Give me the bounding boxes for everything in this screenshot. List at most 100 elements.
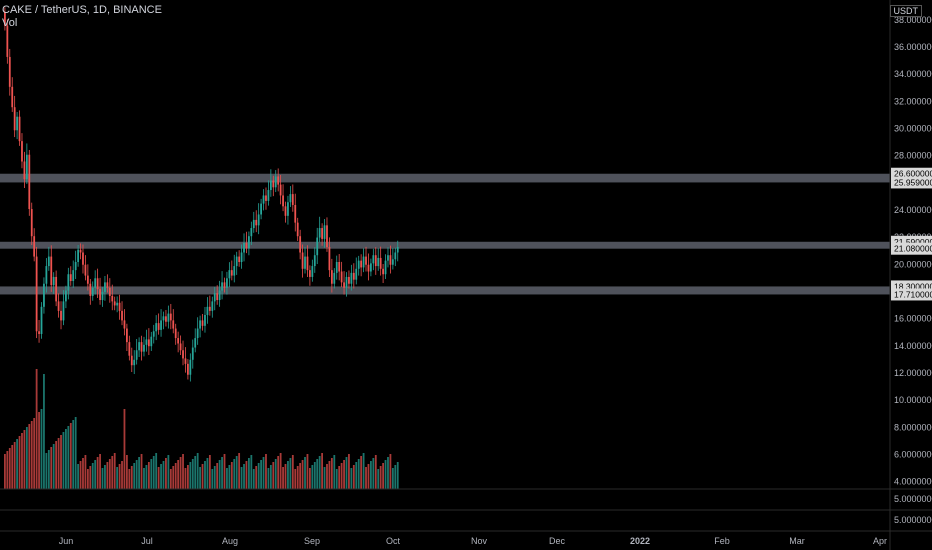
volume-bar: [248, 458, 250, 489]
volume-bar: [84, 455, 87, 489]
x-tick-label: Oct: [386, 536, 401, 546]
y-tick-label: 12.00000000: [894, 368, 932, 378]
volume-bar: [182, 454, 184, 489]
volume-bar: [279, 453, 282, 489]
volume-bar: [128, 469, 131, 489]
candle-body: [108, 287, 111, 296]
candle-body: [255, 219, 258, 226]
candle-body: [228, 270, 231, 279]
candle-body: [138, 342, 140, 351]
y-tick-label: 28.00000000: [894, 151, 932, 161]
candle-body: [199, 320, 201, 329]
x-tick-label: Jul: [141, 536, 153, 546]
candle-body: [25, 154, 28, 180]
volume-bar: [172, 466, 175, 489]
y-tick-label: 6.00000000: [894, 449, 932, 459]
candle-body: [267, 190, 270, 201]
candle-body: [45, 266, 48, 284]
volume-bar: [65, 429, 67, 489]
volume-bar: [396, 462, 399, 489]
candle-body: [321, 228, 323, 239]
candle-body: [187, 363, 189, 375]
candle-body: [248, 236, 250, 249]
candle-body: [391, 259, 394, 265]
volume-bar: [216, 463, 219, 489]
candle-body: [318, 228, 321, 238]
candle-body: [350, 272, 353, 284]
volume-bar: [345, 457, 348, 489]
x-tick-label: Aug: [222, 536, 238, 546]
currency-badge[interactable]: USDT: [889, 5, 922, 17]
volume-bar: [257, 463, 260, 489]
volume-bar: [162, 461, 165, 489]
x-tick-label: Mar: [789, 536, 805, 546]
y-tick-label: 38.00000000: [894, 15, 932, 25]
volume-bar: [60, 435, 62, 489]
y-tick-label: 10.00000000: [894, 395, 932, 405]
x-tick-label: Apr: [873, 536, 887, 546]
volume-bar: [25, 427, 28, 489]
candle-body: [328, 247, 331, 271]
y-tick-label: 16.00000000: [894, 314, 932, 324]
volume-bar: [260, 460, 262, 489]
volume-bar: [238, 453, 241, 489]
y-tick-label: 14.00000000: [894, 341, 932, 351]
volume-bar: [321, 453, 323, 489]
volume-bar: [101, 468, 104, 489]
volume-bar: [250, 455, 253, 489]
candle-body: [96, 278, 99, 290]
candle-body: [30, 209, 33, 237]
volume-bar: [382, 463, 384, 489]
candle-body: [147, 339, 150, 347]
volume-bar: [206, 458, 209, 489]
time-axis: Jun Jul Aug Sep Oct Nov Dec 2022 Feb Mar Apr: [59, 536, 887, 546]
volume-bar: [21, 433, 23, 489]
candle-body: [230, 270, 233, 276]
y-tick-label: 4.00000000: [894, 477, 932, 487]
candle-body: [269, 180, 272, 191]
volume-bar: [330, 458, 333, 489]
volume-bar: [226, 468, 228, 489]
candle-body: [250, 228, 253, 237]
volume-bar: [357, 459, 360, 489]
volume-bar: [240, 467, 243, 489]
candle-body: [204, 314, 206, 326]
volume-bar: [294, 469, 297, 489]
volume-bar: [160, 464, 162, 489]
volume-bar: [187, 465, 189, 489]
volume-bar: [4, 454, 6, 489]
candle-body: [84, 264, 87, 276]
candle-body: [362, 256, 365, 268]
candle-body: [360, 260, 363, 268]
candle-body: [167, 313, 170, 322]
candle-body: [296, 222, 299, 237]
volume-bar: [126, 455, 128, 489]
candle-body: [191, 347, 194, 360]
zone-labels: 26.6000000025.95900000 21.5900000021.0800…: [891, 167, 932, 301]
volume-bar: [221, 457, 223, 489]
candle-body: [345, 276, 348, 288]
candle-body: [304, 256, 306, 269]
volume-bar: [304, 457, 306, 489]
zone-price-label: 17.71000000: [894, 289, 932, 299]
candle-body: [316, 237, 319, 256]
candle-body: [379, 257, 382, 269]
volume-bar: [289, 458, 292, 489]
volume-bar: [352, 465, 355, 489]
volume-bar: [338, 466, 341, 489]
volume-bar: [287, 461, 289, 489]
volume-bar: [106, 462, 109, 489]
volume-bar: [230, 462, 233, 489]
volume-bar: [252, 469, 255, 489]
candle-body: [174, 328, 177, 339]
volume-bar: [328, 461, 331, 489]
volume-bar: [169, 469, 172, 489]
candle-body: [79, 249, 82, 253]
candle-body: [82, 252, 84, 265]
volume-bar: [370, 461, 372, 489]
candle-body: [177, 338, 180, 344]
candle-body: [169, 313, 172, 321]
volume-bar: [269, 465, 272, 489]
volume-bar: [135, 460, 138, 489]
